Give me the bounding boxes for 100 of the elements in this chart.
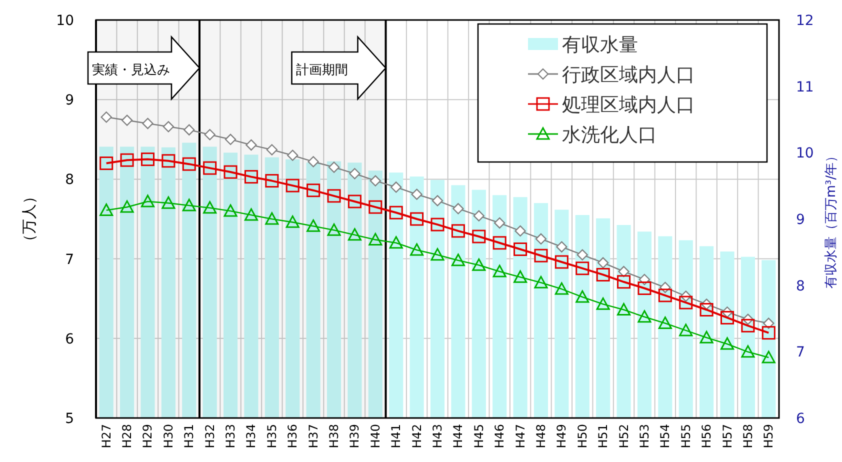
point bbox=[389, 236, 403, 249]
y2-tick-label: 8 bbox=[796, 278, 805, 294]
point bbox=[100, 156, 114, 170]
point bbox=[224, 134, 236, 145]
y2-axis-title: 有収水量（百万m³/年） bbox=[824, 149, 839, 289]
point bbox=[348, 194, 362, 208]
point bbox=[638, 282, 652, 295]
point bbox=[120, 200, 134, 213]
point bbox=[327, 223, 341, 236]
point bbox=[679, 324, 693, 336]
x-tick-label: H49 bbox=[554, 424, 569, 448]
point bbox=[100, 112, 112, 123]
point bbox=[306, 184, 320, 198]
point bbox=[452, 203, 464, 214]
y2-tick-label: 10 bbox=[796, 146, 814, 162]
point bbox=[286, 178, 300, 192]
y-tick-label: 6 bbox=[65, 331, 74, 348]
point bbox=[182, 157, 196, 171]
x-tick-label: H47 bbox=[513, 424, 528, 448]
x-tick-label: H51 bbox=[596, 424, 610, 448]
y2-tick-label: 9 bbox=[796, 212, 805, 228]
point bbox=[162, 154, 176, 168]
x-tick-label: H39 bbox=[348, 424, 362, 448]
x-tick-label: H58 bbox=[740, 424, 755, 448]
legend-label: 有収水量 bbox=[562, 34, 638, 56]
point bbox=[492, 236, 506, 250]
x-tick-label: H40 bbox=[368, 424, 382, 448]
point bbox=[492, 264, 506, 278]
point bbox=[720, 310, 734, 324]
x-tick-label: H31 bbox=[182, 424, 196, 448]
point bbox=[514, 225, 526, 237]
point bbox=[390, 182, 402, 193]
point bbox=[328, 162, 340, 173]
point bbox=[162, 196, 176, 209]
point bbox=[658, 316, 672, 330]
point bbox=[265, 174, 279, 188]
point bbox=[244, 208, 258, 221]
point bbox=[554, 255, 568, 269]
point bbox=[370, 175, 382, 186]
legend-label: 処理区域内人口 bbox=[562, 94, 695, 116]
point bbox=[162, 121, 174, 132]
point bbox=[244, 170, 258, 184]
x-tick-label: H37 bbox=[306, 424, 320, 448]
x-tick-label: H53 bbox=[637, 424, 652, 448]
point bbox=[596, 297, 610, 310]
y2-tick-label: 11 bbox=[796, 79, 814, 96]
point bbox=[286, 215, 300, 228]
point bbox=[411, 188, 422, 200]
point bbox=[100, 203, 114, 216]
x-tick-label: H34 bbox=[244, 424, 258, 448]
point bbox=[430, 218, 444, 232]
x-tick-label: H30 bbox=[161, 424, 176, 448]
point bbox=[121, 114, 133, 126]
point bbox=[700, 330, 714, 344]
point bbox=[576, 249, 588, 260]
x-tick-label: H54 bbox=[658, 424, 672, 448]
x-tick-label: H35 bbox=[264, 424, 279, 448]
point bbox=[368, 200, 382, 214]
point bbox=[514, 242, 528, 256]
point bbox=[638, 310, 652, 323]
point bbox=[120, 153, 134, 167]
x-tick-label: H48 bbox=[534, 424, 548, 448]
point bbox=[472, 258, 486, 271]
point bbox=[618, 266, 630, 278]
y2-tick-label: 12 bbox=[796, 13, 814, 29]
point bbox=[182, 198, 196, 212]
point bbox=[348, 228, 362, 241]
point bbox=[410, 212, 424, 226]
band-label: 計画期間 bbox=[291, 35, 387, 101]
point bbox=[535, 233, 547, 244]
point bbox=[410, 243, 424, 256]
x-tick-label: H56 bbox=[700, 424, 714, 448]
x-tick-label: H46 bbox=[492, 424, 507, 448]
x-tick-label: H45 bbox=[472, 424, 486, 448]
point bbox=[432, 195, 444, 206]
y-tick-label: 9 bbox=[65, 92, 74, 109]
point bbox=[246, 139, 257, 151]
point bbox=[556, 241, 568, 252]
band-label: 実績・見込み bbox=[87, 35, 200, 101]
point bbox=[224, 165, 238, 179]
point bbox=[308, 156, 319, 168]
point bbox=[389, 206, 403, 220]
point bbox=[534, 276, 548, 288]
point bbox=[762, 326, 776, 340]
point bbox=[204, 129, 216, 140]
point bbox=[679, 296, 693, 310]
x-tick-label: H57 bbox=[720, 424, 734, 448]
y2-tick-label: 7 bbox=[796, 344, 805, 361]
point bbox=[554, 282, 568, 295]
point bbox=[762, 350, 776, 364]
band-label: 実績・見込み bbox=[92, 62, 170, 78]
point bbox=[741, 345, 755, 358]
point bbox=[514, 270, 528, 283]
point bbox=[700, 302, 714, 316]
y-axis-title: （万人） bbox=[20, 189, 38, 249]
x-tick-label: H42 bbox=[410, 424, 424, 448]
x-tick-label: H38 bbox=[327, 424, 342, 448]
point bbox=[617, 302, 631, 316]
legend-label: 行政区域内人口 bbox=[562, 64, 695, 86]
point bbox=[576, 290, 590, 303]
